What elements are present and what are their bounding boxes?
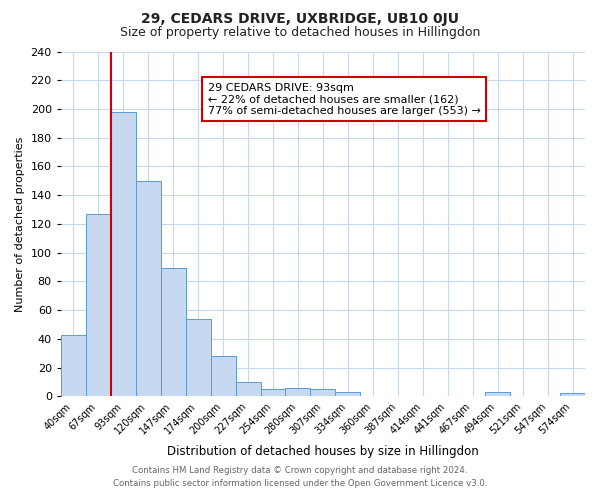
Bar [335,392,361,396]
Text: 29, CEDARS DRIVE, UXBRIDGE, UB10 0JU: 29, CEDARS DRIVE, UXBRIDGE, UB10 0JU [141,12,459,26]
Bar [560,394,585,396]
Bar [136,181,161,396]
Bar [61,334,86,396]
Bar [161,268,185,396]
Bar [236,382,260,396]
Text: Size of property relative to detached houses in Hillingdon: Size of property relative to detached ho… [120,26,480,39]
Text: Contains HM Land Registry data © Crown copyright and database right 2024.
Contai: Contains HM Land Registry data © Crown c… [113,466,487,487]
Bar [260,389,286,396]
Bar [211,356,236,397]
Y-axis label: Number of detached properties: Number of detached properties [15,136,25,312]
Bar [86,214,111,396]
X-axis label: Distribution of detached houses by size in Hillingdon: Distribution of detached houses by size … [167,444,479,458]
Bar [286,388,310,396]
Bar [111,112,136,397]
Bar [310,389,335,396]
Text: 29 CEDARS DRIVE: 93sqm
← 22% of detached houses are smaller (162)
77% of semi-de: 29 CEDARS DRIVE: 93sqm ← 22% of detached… [208,82,481,116]
Bar [185,318,211,396]
Bar [485,392,510,396]
